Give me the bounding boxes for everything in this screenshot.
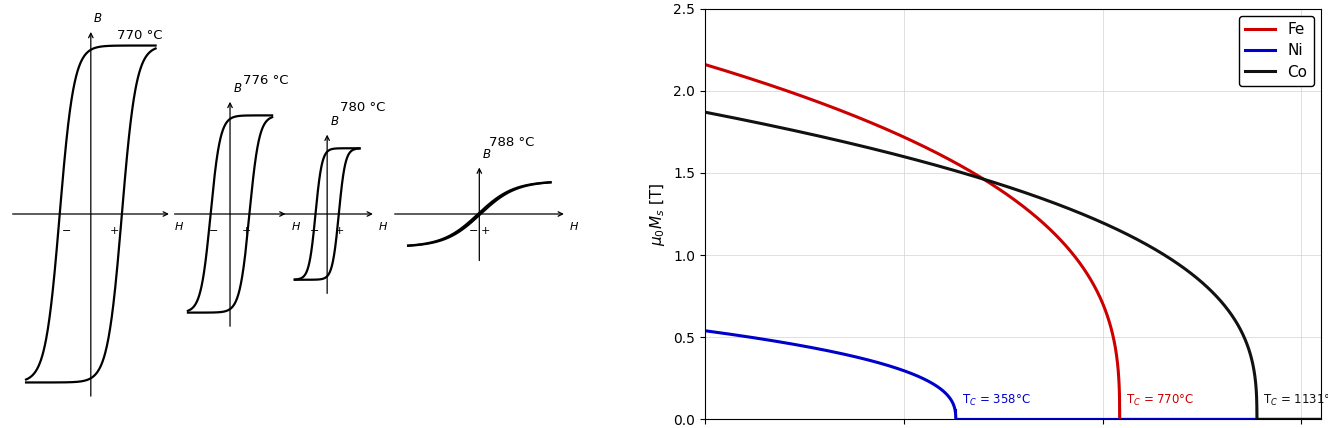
Text: H: H xyxy=(175,222,183,232)
Ni xyxy=(809,346,825,351)
Text: −: − xyxy=(469,226,478,236)
Fe xyxy=(932,152,948,158)
Text: 770 °C: 770 °C xyxy=(117,29,162,42)
Text: 776 °C: 776 °C xyxy=(243,74,288,87)
Legend: Fe, Ni, Co: Fe, Ni, Co xyxy=(1239,16,1313,86)
Text: +: + xyxy=(242,226,251,236)
Text: B: B xyxy=(331,115,339,128)
Text: H: H xyxy=(378,222,388,232)
Co xyxy=(1098,222,1114,227)
Text: B: B xyxy=(482,148,490,160)
Ni xyxy=(948,417,964,422)
Fe xyxy=(1157,417,1173,422)
Ni xyxy=(1066,417,1082,422)
Y-axis label: $\mu_0 M_s$ [T]: $\mu_0 M_s$ [T] xyxy=(648,182,668,246)
Line: Co: Co xyxy=(705,112,1321,419)
Fe xyxy=(1098,309,1114,314)
Co xyxy=(1250,417,1266,422)
Ni xyxy=(932,386,948,391)
Text: 780 °C: 780 °C xyxy=(340,101,385,114)
Ni xyxy=(1098,417,1114,422)
Text: H: H xyxy=(570,222,578,232)
Text: B: B xyxy=(94,12,102,25)
Co xyxy=(1203,289,1219,294)
Co xyxy=(932,164,948,169)
Text: H: H xyxy=(292,222,300,232)
Text: −: − xyxy=(208,226,218,236)
Co xyxy=(1313,417,1328,422)
Text: 788 °C: 788 °C xyxy=(489,136,534,149)
Text: B: B xyxy=(234,82,242,95)
Text: −: − xyxy=(311,226,320,236)
Fe xyxy=(1066,253,1082,259)
Co xyxy=(1157,253,1173,258)
Fe xyxy=(697,62,713,67)
Text: −: − xyxy=(62,226,72,236)
Co xyxy=(1066,208,1082,214)
Fe xyxy=(1313,417,1328,422)
Fe xyxy=(1112,417,1127,422)
Fe xyxy=(809,99,825,104)
Co xyxy=(697,110,713,115)
Co xyxy=(809,133,825,138)
Ni xyxy=(1204,417,1220,422)
Text: T$_C$ = 770°C: T$_C$ = 770°C xyxy=(1126,393,1194,408)
Text: +: + xyxy=(335,226,344,236)
Text: T$_C$ = 358°C: T$_C$ = 358°C xyxy=(961,393,1031,408)
Text: T$_C$ = 1131°C: T$_C$ = 1131°C xyxy=(1263,393,1328,408)
Ni xyxy=(697,328,713,333)
Line: Fe: Fe xyxy=(705,65,1321,419)
Fe xyxy=(1204,417,1220,422)
Ni xyxy=(1313,417,1328,422)
Text: +: + xyxy=(481,226,490,236)
Line: Ni: Ni xyxy=(705,331,1321,419)
Text: +: + xyxy=(110,226,120,236)
Ni xyxy=(1157,417,1173,422)
